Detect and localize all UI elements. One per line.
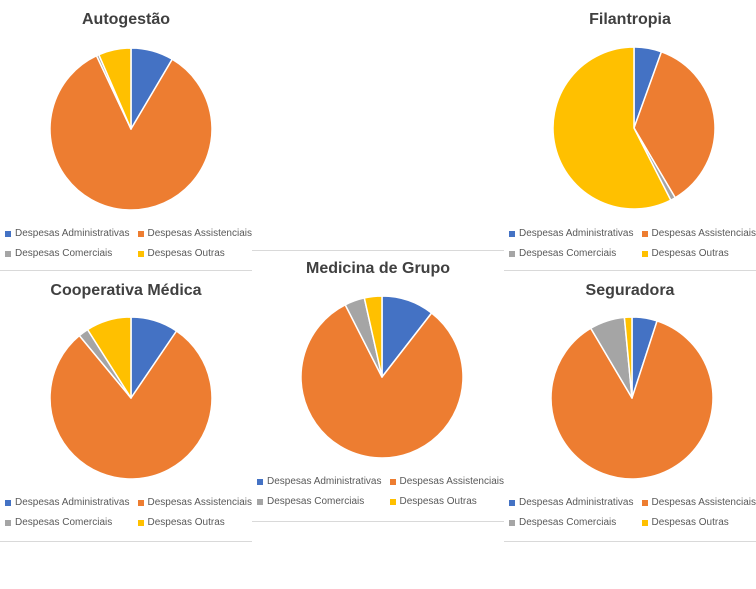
legend-item-outras: Despesas Outras xyxy=(641,248,756,259)
legend-swatch xyxy=(389,498,396,505)
chart-panel-filantropia: Filantropia Despesas Administrativas Des… xyxy=(504,0,756,271)
legend-label: Despesas Outras xyxy=(147,517,225,528)
chart-title: Seguradora xyxy=(585,282,675,299)
legend-item-administrativas: Despesas Administrativas xyxy=(257,476,382,487)
legend-item-assistenciais: Despesas Assistenciais xyxy=(389,476,505,487)
legend-label: Despesas Comerciais xyxy=(15,248,113,259)
legend-item-administrativas: Despesas Administrativas xyxy=(5,228,130,239)
chart-legend: Despesas Administrativas Despesas Assist… xyxy=(5,228,252,259)
legend-item-assistenciais: Despesas Assistenciais xyxy=(137,497,253,508)
legend-swatch xyxy=(389,478,396,485)
legend-label: Despesas Assistenciais xyxy=(399,476,505,487)
legend-swatch xyxy=(257,478,263,485)
legend-swatch xyxy=(509,519,515,526)
legend-swatch xyxy=(5,499,11,506)
slice-assistenciais xyxy=(49,330,213,480)
legend-swatch xyxy=(5,519,11,526)
slice-outras xyxy=(363,295,383,378)
chart-title: Autogestão xyxy=(82,11,170,28)
legend-label: Despesas Administrativas xyxy=(519,497,634,508)
legend-swatch xyxy=(641,230,648,237)
legend-swatch xyxy=(137,230,144,237)
legend-label: Despesas Outras xyxy=(399,496,477,507)
legend-item-outras: Despesas Outras xyxy=(641,517,756,528)
legend-label: Despesas Outras xyxy=(651,517,729,528)
legend-swatch xyxy=(641,250,648,257)
legend-item-administrativas: Despesas Administrativas xyxy=(509,497,634,508)
legend-item-administrativas: Despesas Administrativas xyxy=(5,497,130,508)
chart-legend: Despesas Administrativas Despesas Assist… xyxy=(257,476,504,507)
legend-label: Despesas Administrativas xyxy=(519,228,634,239)
legend-label: Despesas Assistenciais xyxy=(651,497,756,508)
chart-title: Medicina de Grupo xyxy=(305,260,450,277)
pie-chart xyxy=(552,46,716,210)
legend-item-administrativas: Despesas Administrativas xyxy=(509,228,634,239)
slice-assistenciais xyxy=(550,320,714,480)
legend-label: Despesas Administrativas xyxy=(15,497,130,508)
legend-item-comerciais: Despesas Comerciais xyxy=(257,496,382,507)
legend-label: Despesas Assistenciais xyxy=(147,497,253,508)
chart-legend: Despesas Administrativas Despesas Assist… xyxy=(509,228,756,259)
slice-assistenciais xyxy=(49,54,213,211)
legend-item-assistenciais: Despesas Assistenciais xyxy=(137,228,253,239)
chart-legend: Despesas Administrativas Despesas Assist… xyxy=(509,497,756,528)
slice-outras xyxy=(623,316,633,399)
legend-item-outras: Despesas Outras xyxy=(389,496,505,507)
legend-item-assistenciais: Despesas Assistenciais xyxy=(641,497,756,508)
slice-outras xyxy=(86,316,132,399)
legend-swatch xyxy=(641,519,648,526)
slice-assistenciais xyxy=(300,304,464,459)
legend-item-outras: Despesas Outras xyxy=(137,517,253,528)
legend-label: Despesas Administrativas xyxy=(15,228,130,239)
legend-swatch xyxy=(509,250,515,257)
legend-label: Despesas Assistenciais xyxy=(651,228,756,239)
legend-swatch xyxy=(137,250,144,257)
legend-label: Despesas Administrativas xyxy=(267,476,382,487)
legend-label: Despesas Comerciais xyxy=(267,496,365,507)
legend-swatch xyxy=(5,230,11,237)
legend-swatch xyxy=(509,230,515,237)
chart-panel-seguradora: Seguradora Despesas Administrativas Desp… xyxy=(504,272,756,542)
legend-item-comerciais: Despesas Comerciais xyxy=(509,517,634,528)
slice-outras xyxy=(552,46,672,210)
legend-swatch xyxy=(641,499,648,506)
slice-outras xyxy=(98,47,132,130)
legend-item-outras: Despesas Outras xyxy=(137,248,253,259)
chart-title: Filantropia xyxy=(589,11,671,28)
chart-legend: Despesas Administrativas Despesas Assist… xyxy=(5,497,252,528)
legend-swatch xyxy=(137,499,144,506)
legend-item-comerciais: Despesas Comerciais xyxy=(5,517,130,528)
legend-label: Despesas Comerciais xyxy=(15,517,113,528)
legend-swatch xyxy=(137,519,144,526)
legend-label: Despesas Outras xyxy=(147,248,225,259)
pie-chart xyxy=(550,316,714,480)
chart-panel-cooperativa-medica: Cooperativa Médica Despesas Administrati… xyxy=(0,272,252,542)
legend-swatch xyxy=(5,250,11,257)
pie-chart xyxy=(49,47,213,211)
chart-panel-autogestao: Autogestão Despesas Administrativas Desp… xyxy=(0,0,252,271)
chart-panel-medicina-de-grupo: Medicina de Grupo Despesas Administrativ… xyxy=(252,250,504,522)
legend-label: Despesas Comerciais xyxy=(519,517,617,528)
legend-swatch xyxy=(257,498,263,505)
legend-swatch xyxy=(509,499,515,506)
legend-label: Despesas Comerciais xyxy=(519,248,617,259)
pie-chart xyxy=(49,316,213,480)
pie-chart xyxy=(300,295,464,459)
chart-title: Cooperativa Médica xyxy=(50,282,202,299)
legend-item-assistenciais: Despesas Assistenciais xyxy=(641,228,756,239)
legend-label: Despesas Outras xyxy=(651,248,729,259)
legend-item-comerciais: Despesas Comerciais xyxy=(509,248,634,259)
legend-item-comerciais: Despesas Comerciais xyxy=(5,248,130,259)
legend-label: Despesas Assistenciais xyxy=(147,228,253,239)
